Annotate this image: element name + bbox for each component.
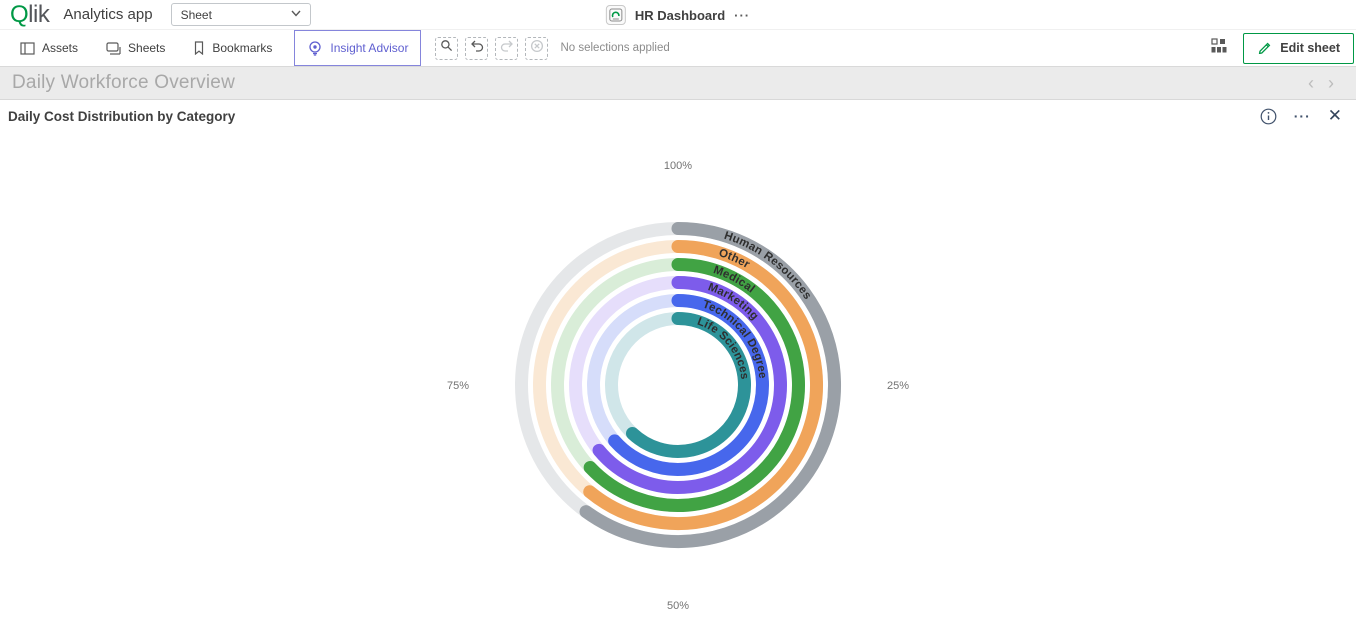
step-back-button[interactable]: [465, 36, 489, 60]
sheet-selector-dropdown[interactable]: Sheet: [170, 3, 311, 26]
sheet-title-bar: Daily Workforce Overview ‹ ›: [0, 67, 1356, 100]
app-thumbnail-icon: [605, 5, 626, 25]
axis-tick-25%: 25%: [887, 380, 909, 392]
grid-icon: [1211, 38, 1227, 58]
sheet-navigation: ‹ ›: [1308, 74, 1344, 92]
sheet-grid-button[interactable]: [1211, 38, 1227, 58]
axis-tick-75%: 75%: [447, 380, 469, 392]
clear-selections-icon: [530, 39, 544, 58]
sheets-label: Sheets: [128, 41, 166, 55]
assets-icon: [20, 41, 35, 55]
chart-title: Daily Cost Distribution by Category: [8, 108, 236, 124]
qlik-logo[interactable]: Qlik: [10, 0, 50, 28]
document-header: HR Dashboard ···: [605, 0, 751, 30]
redo-icon: [500, 39, 514, 57]
app-header: Qlik Analytics app Sheet HR Dashboard ··…: [0, 0, 1356, 30]
sheets-button[interactable]: Sheets: [94, 30, 177, 66]
document-more-options-icon[interactable]: ···: [734, 7, 751, 23]
sheet-selector-value: Sheet: [180, 7, 212, 22]
info-icon[interactable]: [1260, 108, 1277, 125]
ring-value-life-sciences[interactable]: [625, 312, 751, 458]
pencil-icon: [1257, 39, 1272, 57]
selection-tools: [435, 30, 549, 66]
chart-panel-header: Daily Cost Distribution by Category ··· …: [8, 106, 1348, 126]
search-icon: [440, 39, 453, 57]
insight-advisor-icon: [307, 40, 323, 56]
assets-label: Assets: [42, 41, 79, 55]
qlik-logo-text: Qlik: [10, 0, 50, 28]
step-forward-button[interactable]: [495, 36, 519, 60]
chevron-left-icon[interactable]: ‹: [1308, 73, 1314, 93]
radial-rings-chart: Human ResourcesOtherMedicalMarketingTech…: [447, 160, 909, 612]
sheet-title: Daily Workforce Overview: [12, 72, 235, 93]
insight-advisor-label: Insight Advisor: [330, 41, 409, 55]
sheets-icon: [106, 41, 121, 55]
toolbar: Assets Sheets Bookmarks Insight Advisor: [0, 30, 1356, 67]
edit-sheet-label: Edit sheet: [1280, 41, 1340, 55]
insight-advisor-button[interactable]: Insight Advisor: [294, 30, 422, 66]
clear-selections-button[interactable]: [525, 36, 549, 60]
ring-value-other[interactable]: [583, 240, 823, 530]
bookmarks-label: Bookmarks: [212, 41, 273, 55]
ring-value-marketing[interactable]: [592, 276, 787, 494]
selections-status: No selections applied: [560, 42, 670, 54]
undo-icon: [470, 39, 484, 57]
chart-actions: ··· ✕: [1260, 106, 1348, 126]
chart-more-options-icon[interactable]: ···: [1293, 108, 1311, 124]
bookmark-icon: [193, 41, 205, 55]
app-name: Analytics app: [63, 6, 153, 23]
axis-tick-50%: 50%: [667, 600, 689, 612]
chevron-down-icon: [291, 9, 301, 20]
smart-search-button[interactable]: [435, 36, 459, 60]
document-title: HR Dashboard: [634, 7, 726, 23]
ring-value-technical-degree[interactable]: [608, 294, 769, 476]
ring-value-human-resources[interactable]: [579, 222, 841, 548]
axis-tick-100%: 100%: [664, 160, 692, 172]
close-icon[interactable]: ✕: [1327, 106, 1342, 125]
ring-value-medical[interactable]: [583, 258, 805, 512]
chart-panel: Human Resources Other Medical Marketing Tech…: [0, 100, 1356, 623]
bookmarks-button[interactable]: Bookmarks: [181, 30, 284, 66]
toolbar-left: Assets Sheets Bookmarks Insight Advisor: [8, 30, 422, 66]
chevron-right-icon[interactable]: ›: [1328, 73, 1334, 93]
edit-sheet-button[interactable]: Edit sheet: [1243, 32, 1354, 64]
assets-button[interactable]: Assets: [8, 30, 90, 66]
toolbar-right: Edit sheet: [1211, 30, 1356, 66]
